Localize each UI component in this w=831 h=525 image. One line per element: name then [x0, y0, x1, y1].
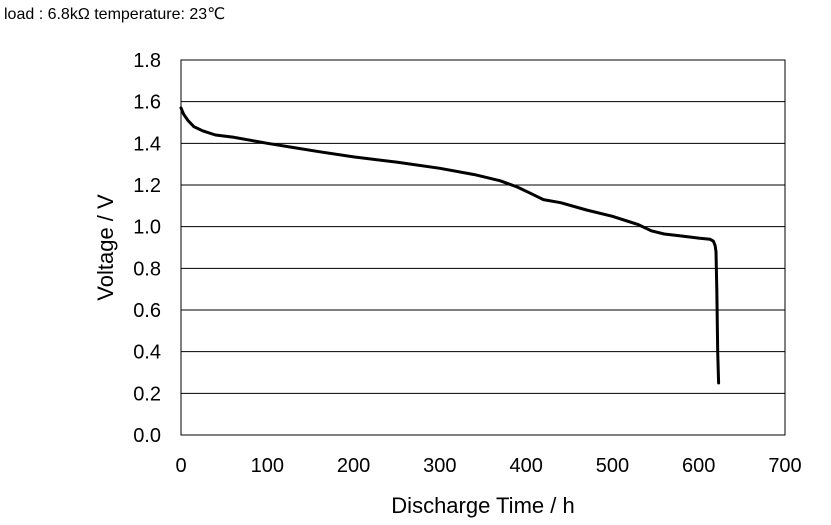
y-tick-label: 1.0: [133, 217, 161, 239]
chart-subtitle: load : 6.8kΩ temperature: 23℃: [4, 6, 226, 23]
y-tick-label: 0.4: [133, 342, 161, 364]
y-tick-label: 1.8: [133, 50, 161, 72]
y-tick-label: 0.2: [133, 383, 161, 405]
x-tick-label: 0: [175, 455, 186, 477]
x-tick-label: 600: [682, 455, 715, 477]
voltage-curve: [179, 106, 721, 385]
tick-labels: 0.0 0.2 0.4 0.6 0.8 1.0 1.2 1.4 1.6 1.8 0 100 200 300…: [133, 50, 802, 477]
x-tick-label: 300: [423, 455, 456, 477]
x-axis-label: Discharge Time / h: [391, 493, 574, 518]
x-tick-label: 500: [596, 455, 629, 477]
y-tick-label: 1.6: [133, 92, 161, 114]
y-tick-label: 0.8: [133, 258, 161, 280]
y-tick-label: 0.6: [133, 300, 161, 322]
y-tick-label: 0.0: [133, 425, 161, 447]
plot-frame: [180, 59, 786, 436]
x-tick-label: 100: [251, 455, 284, 477]
y-tick-label: 1.4: [133, 133, 161, 155]
x-tick-label: 200: [337, 455, 370, 477]
grid-lines: [181, 101, 785, 394]
y-tick-label: 1.2: [133, 175, 161, 197]
x-tick-label: 700: [768, 455, 801, 477]
y-axis-label: Voltage / V: [93, 194, 118, 301]
x-tick-label: 400: [509, 455, 542, 477]
